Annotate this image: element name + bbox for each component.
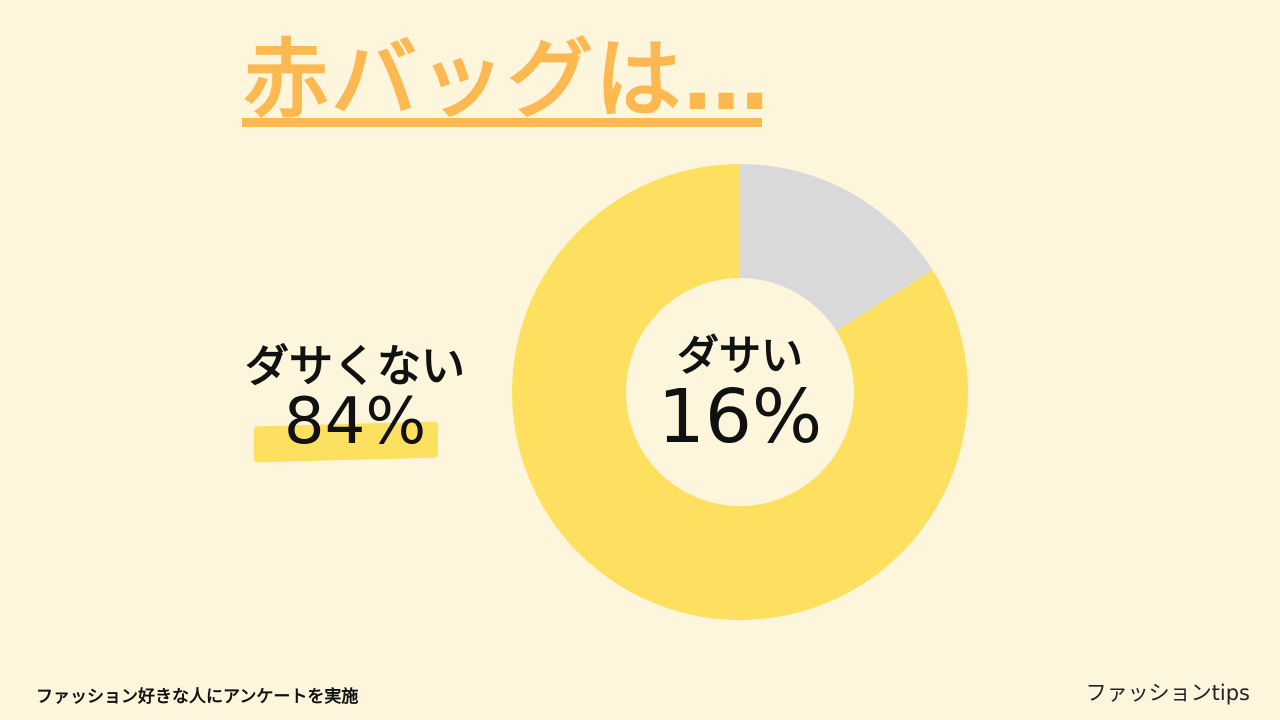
slice-label-dasakunai: ダサくない bbox=[245, 341, 465, 392]
survey-footnote: ファッション好きな人にアンケートを実施 bbox=[36, 687, 359, 707]
slice-value-dasai: 16% bbox=[657, 374, 823, 460]
title-underline bbox=[242, 118, 762, 127]
slice-dasai bbox=[740, 164, 933, 331]
slice-dasakunai bbox=[511, 164, 968, 620]
page-title: 赤バッグは… bbox=[243, 30, 771, 130]
brand-name: ファッションtips bbox=[1085, 681, 1250, 705]
slice-label-dasai: ダサい bbox=[676, 331, 803, 380]
slice-value-dasakunai: 84% bbox=[283, 385, 427, 459]
